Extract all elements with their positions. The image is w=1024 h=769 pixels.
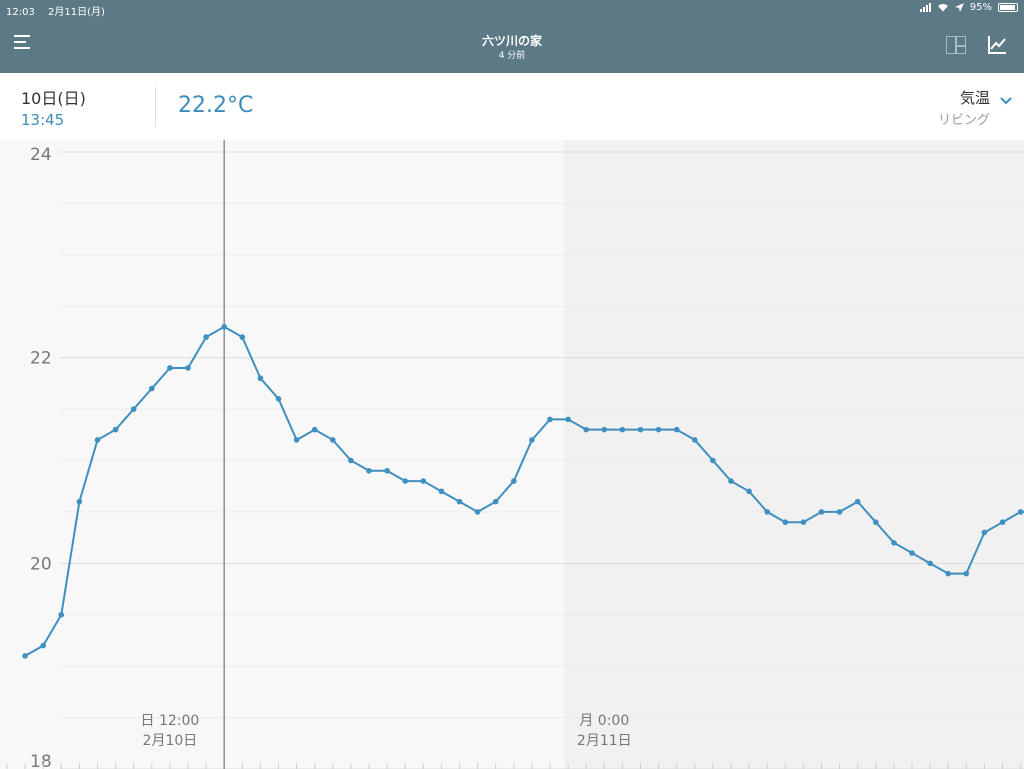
data-point (22, 653, 28, 659)
x-tick-date: 2月10日 (143, 733, 198, 749)
data-point (836, 509, 843, 515)
wifi-icon (937, 4, 948, 12)
data-point (981, 529, 988, 536)
night-shade (564, 140, 1024, 769)
data-point (384, 467, 390, 474)
signal-icon (919, 3, 931, 12)
data-point (167, 365, 173, 371)
reading-bar: 10日(日) 13:45 22.2°C 気温 リビング (0, 73, 1024, 140)
data-point (348, 457, 354, 464)
data-point (710, 457, 716, 464)
y-axis: 24 22 20 18 (30, 145, 52, 769)
minor-grid (60, 202, 1024, 719)
status-date: 2月11日(月) (48, 7, 105, 18)
data-point (746, 488, 752, 495)
battery-percent: 95% (969, 2, 992, 13)
data-point (420, 478, 427, 484)
data-point (293, 437, 300, 443)
status-bar: 12:03 2月11日(月) 95% (0, 0, 1024, 18)
data-point (909, 550, 915, 556)
line-graph-icon[interactable] (986, 34, 1008, 56)
data-point (112, 426, 119, 433)
data-point (511, 478, 517, 484)
data-point (185, 365, 191, 371)
data-point (456, 498, 463, 505)
data-point (311, 426, 318, 433)
data-point (692, 437, 698, 443)
data-point (854, 498, 861, 505)
data-point (76, 498, 83, 505)
data-point (130, 406, 137, 412)
last-updated: 4 分前 (498, 51, 526, 61)
data-point (927, 560, 933, 567)
data-point (474, 509, 481, 515)
status-time: 12:03 (6, 7, 35, 18)
location-icon (954, 3, 964, 12)
x-tick-date: 2月11日 (577, 733, 632, 749)
layout-icon[interactable] (946, 36, 966, 54)
menu-icon[interactable] (14, 35, 38, 57)
data-point (673, 426, 680, 433)
data-point (818, 509, 825, 515)
divider (155, 87, 156, 127)
data-point (94, 437, 101, 443)
data-point (366, 467, 372, 474)
data-point (492, 498, 499, 505)
selected-time: 13:45 (21, 111, 65, 129)
y-tick-label: 24 (30, 145, 52, 165)
data-point (330, 437, 336, 443)
major-grid (60, 151, 1024, 769)
x-tick-label: 月 0:00 (579, 713, 629, 729)
data-point (782, 519, 789, 525)
data-point (402, 478, 409, 484)
chevron-down-icon[interactable] (1000, 97, 1012, 105)
y-tick-label: 18 (30, 752, 52, 769)
page-title: 六ツ川の家 (481, 34, 542, 48)
data-point (637, 426, 644, 433)
data-point (800, 519, 807, 525)
data-point (583, 426, 589, 433)
data-point (945, 570, 951, 577)
data-point (601, 426, 608, 433)
data-point (58, 611, 65, 618)
data-point (529, 437, 535, 443)
selected-date: 10日(日) (21, 89, 86, 108)
sensor-name: 気温 (959, 89, 990, 107)
data-point (655, 426, 662, 433)
x-tick-label: 日 12:00 (141, 713, 200, 729)
data-point (565, 416, 571, 423)
temperature-value: 22.2°C (178, 93, 254, 118)
data-point (221, 324, 227, 330)
data-point (873, 519, 879, 525)
sensor-location: リビング (937, 113, 990, 128)
data-point (438, 488, 445, 495)
data-point (764, 509, 770, 515)
nav-bar: 六ツ川の家 4 分前 (0, 18, 1024, 73)
data-point (728, 478, 734, 484)
battery-icon (998, 3, 1018, 12)
data-point (40, 642, 46, 649)
y-tick-label: 20 (30, 554, 52, 574)
data-point (257, 375, 264, 382)
temperature-points (22, 324, 1024, 659)
data-point (1017, 509, 1024, 515)
data-point (239, 334, 246, 340)
y-tick-label: 22 (30, 349, 52, 369)
data-point (963, 570, 970, 577)
data-point (547, 416, 553, 423)
data-point (999, 519, 1006, 525)
data-point (891, 539, 897, 546)
data-point (203, 334, 209, 340)
sensor-selector[interactable]: 気温 リビング (938, 87, 1012, 128)
data-point (275, 396, 282, 402)
data-point (619, 426, 626, 433)
data-point (149, 385, 155, 392)
